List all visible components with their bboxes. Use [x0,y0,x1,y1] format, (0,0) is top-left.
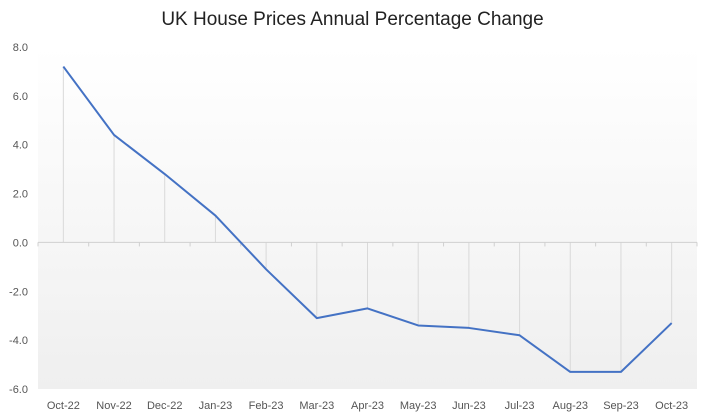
x-tick-label: Oct-23 [655,400,688,412]
y-tick-label: 4.0 [13,140,28,152]
x-tick-label: Dec-22 [147,400,182,412]
x-tick-label: Mar-23 [299,400,334,412]
x-tick-label: Aug-23 [553,400,588,412]
x-tick-label: Jul-23 [505,400,535,412]
chart-title: UK House Prices Annual Percentage Change [161,9,544,30]
y-tick-label: -2.0 [9,286,28,298]
x-tick-label: May-23 [400,400,437,412]
x-tick-label: Feb-23 [249,400,284,412]
y-tick-label: 6.0 [13,91,28,103]
x-tick-label: Oct-22 [47,400,80,412]
x-tick-label: Jan-23 [199,400,233,412]
y-tick-label: -4.0 [9,335,28,347]
y-tick-label: 2.0 [13,189,28,201]
x-tick-label: Apr-23 [351,400,384,412]
plot-area [38,47,697,389]
x-tick-label: Nov-22 [96,400,131,412]
x-tick-label: Sep-23 [603,400,638,412]
y-tick-label: -6.0 [9,384,28,396]
y-tick-label: 0.0 [13,237,28,249]
x-tick-label: Jun-23 [452,400,486,412]
y-tick-label: 8.0 [13,42,28,54]
